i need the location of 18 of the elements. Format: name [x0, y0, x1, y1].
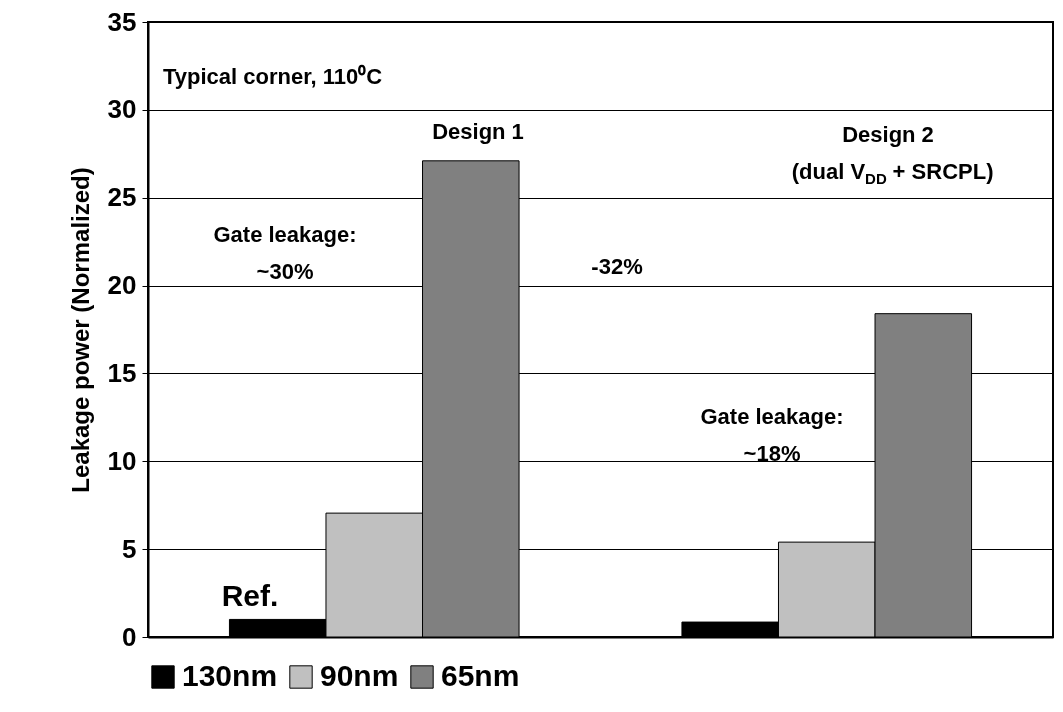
y-tick-label: 30 [107, 94, 137, 125]
legend-label: 65nm [441, 659, 520, 692]
y-tick-label: 0 [122, 621, 137, 652]
annotation: Gate leakage: ~18% [700, 404, 844, 466]
y-tick-label: 10 [107, 445, 137, 476]
legend-label: 90nm [320, 659, 399, 692]
annotation: Ref. [221, 579, 279, 612]
annotation: Design 1 [432, 119, 524, 144]
y-tick-label: 5 [122, 533, 137, 564]
annotation: -32% [591, 254, 643, 279]
legend-label: 130nm [182, 659, 278, 692]
y-tick-label: 35 [107, 6, 137, 37]
annotation: Typical corner, 110⁰C [163, 64, 383, 89]
y-tick-label: 15 [107, 357, 137, 388]
y-tick-label: 20 [107, 270, 137, 301]
y-axis-title: Leakage power (Normalized) [66, 167, 94, 493]
y-tick-label: 25 [107, 182, 137, 213]
annotation: Gate leakage: ~30% [213, 222, 357, 284]
